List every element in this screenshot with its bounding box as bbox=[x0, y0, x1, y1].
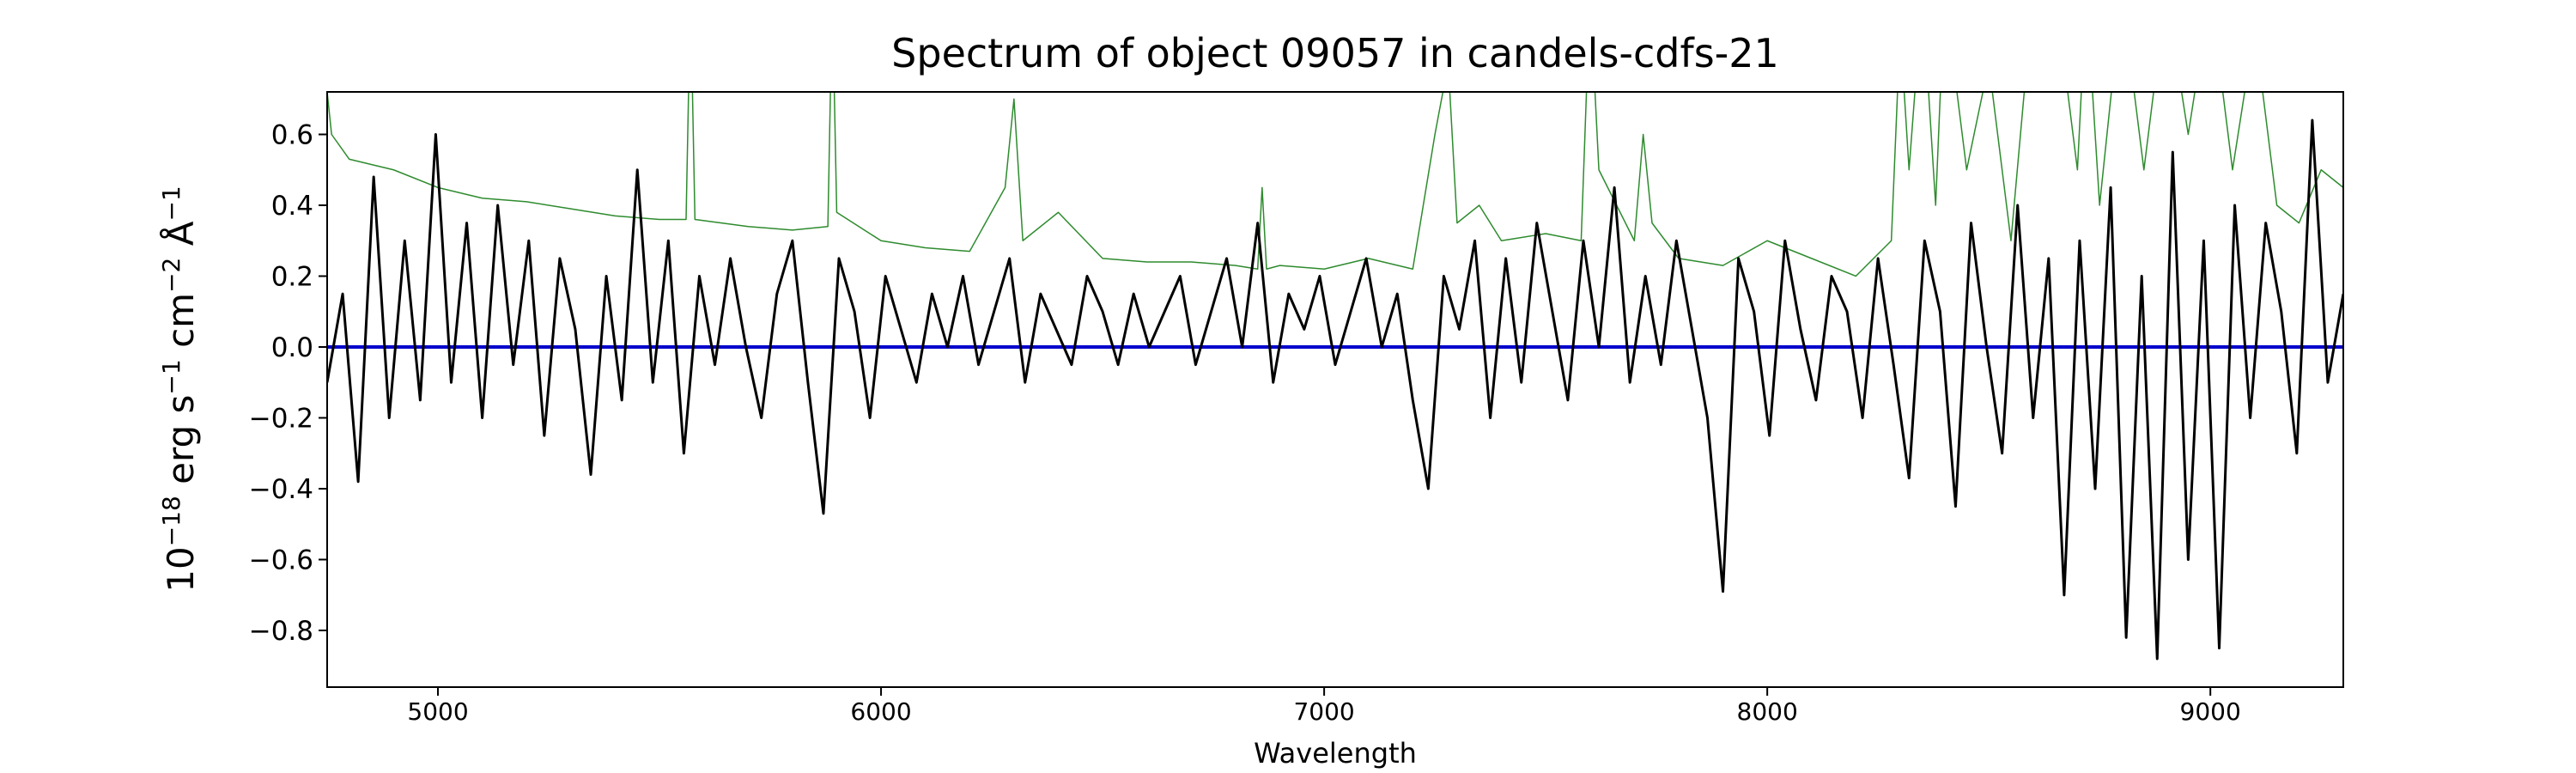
x-tick-label: 8000 bbox=[1737, 697, 1798, 726]
y-label-exponent: −1 bbox=[157, 186, 185, 221]
y-label-exponent: −18 bbox=[157, 496, 185, 546]
x-tick-label: 5000 bbox=[407, 697, 468, 726]
plot-area bbox=[327, 92, 2343, 660]
y-label-exponent: −1 bbox=[157, 359, 185, 394]
x-tick-label: 9000 bbox=[2180, 697, 2241, 726]
y-tick-label: −0.8 bbox=[249, 616, 313, 647]
spectrum-line bbox=[327, 92, 2343, 277]
y-tick-label: −0.2 bbox=[249, 404, 313, 435]
y-tick-label: −0.4 bbox=[249, 474, 313, 505]
y-label-text: Å bbox=[159, 221, 202, 257]
y-tick-label: 0.4 bbox=[271, 191, 313, 222]
y-tick-label: 0.6 bbox=[271, 120, 313, 151]
spectrum-line bbox=[327, 119, 2343, 660]
x-tick-label: 6000 bbox=[850, 697, 911, 726]
y-axis-label: 10−18 erg s−1 cm−2 Å−1 bbox=[157, 186, 202, 592]
y-tick-label: 0.2 bbox=[271, 262, 313, 293]
y-label-text: cm bbox=[160, 293, 202, 359]
y-label-exponent: −2 bbox=[157, 258, 185, 293]
chart-title: Spectrum of object 09057 in candels-cdfs… bbox=[891, 30, 1779, 76]
y-tick-label: −0.6 bbox=[249, 545, 313, 576]
x-tick-label: 7000 bbox=[1293, 697, 1354, 726]
y-tick-label: 0.0 bbox=[271, 332, 313, 363]
y-label-text: erg s bbox=[160, 395, 202, 496]
y-label-text: 10 bbox=[160, 546, 202, 592]
x-axis-label: Wavelength bbox=[1254, 737, 1417, 770]
plot-frame bbox=[326, 91, 2344, 688]
